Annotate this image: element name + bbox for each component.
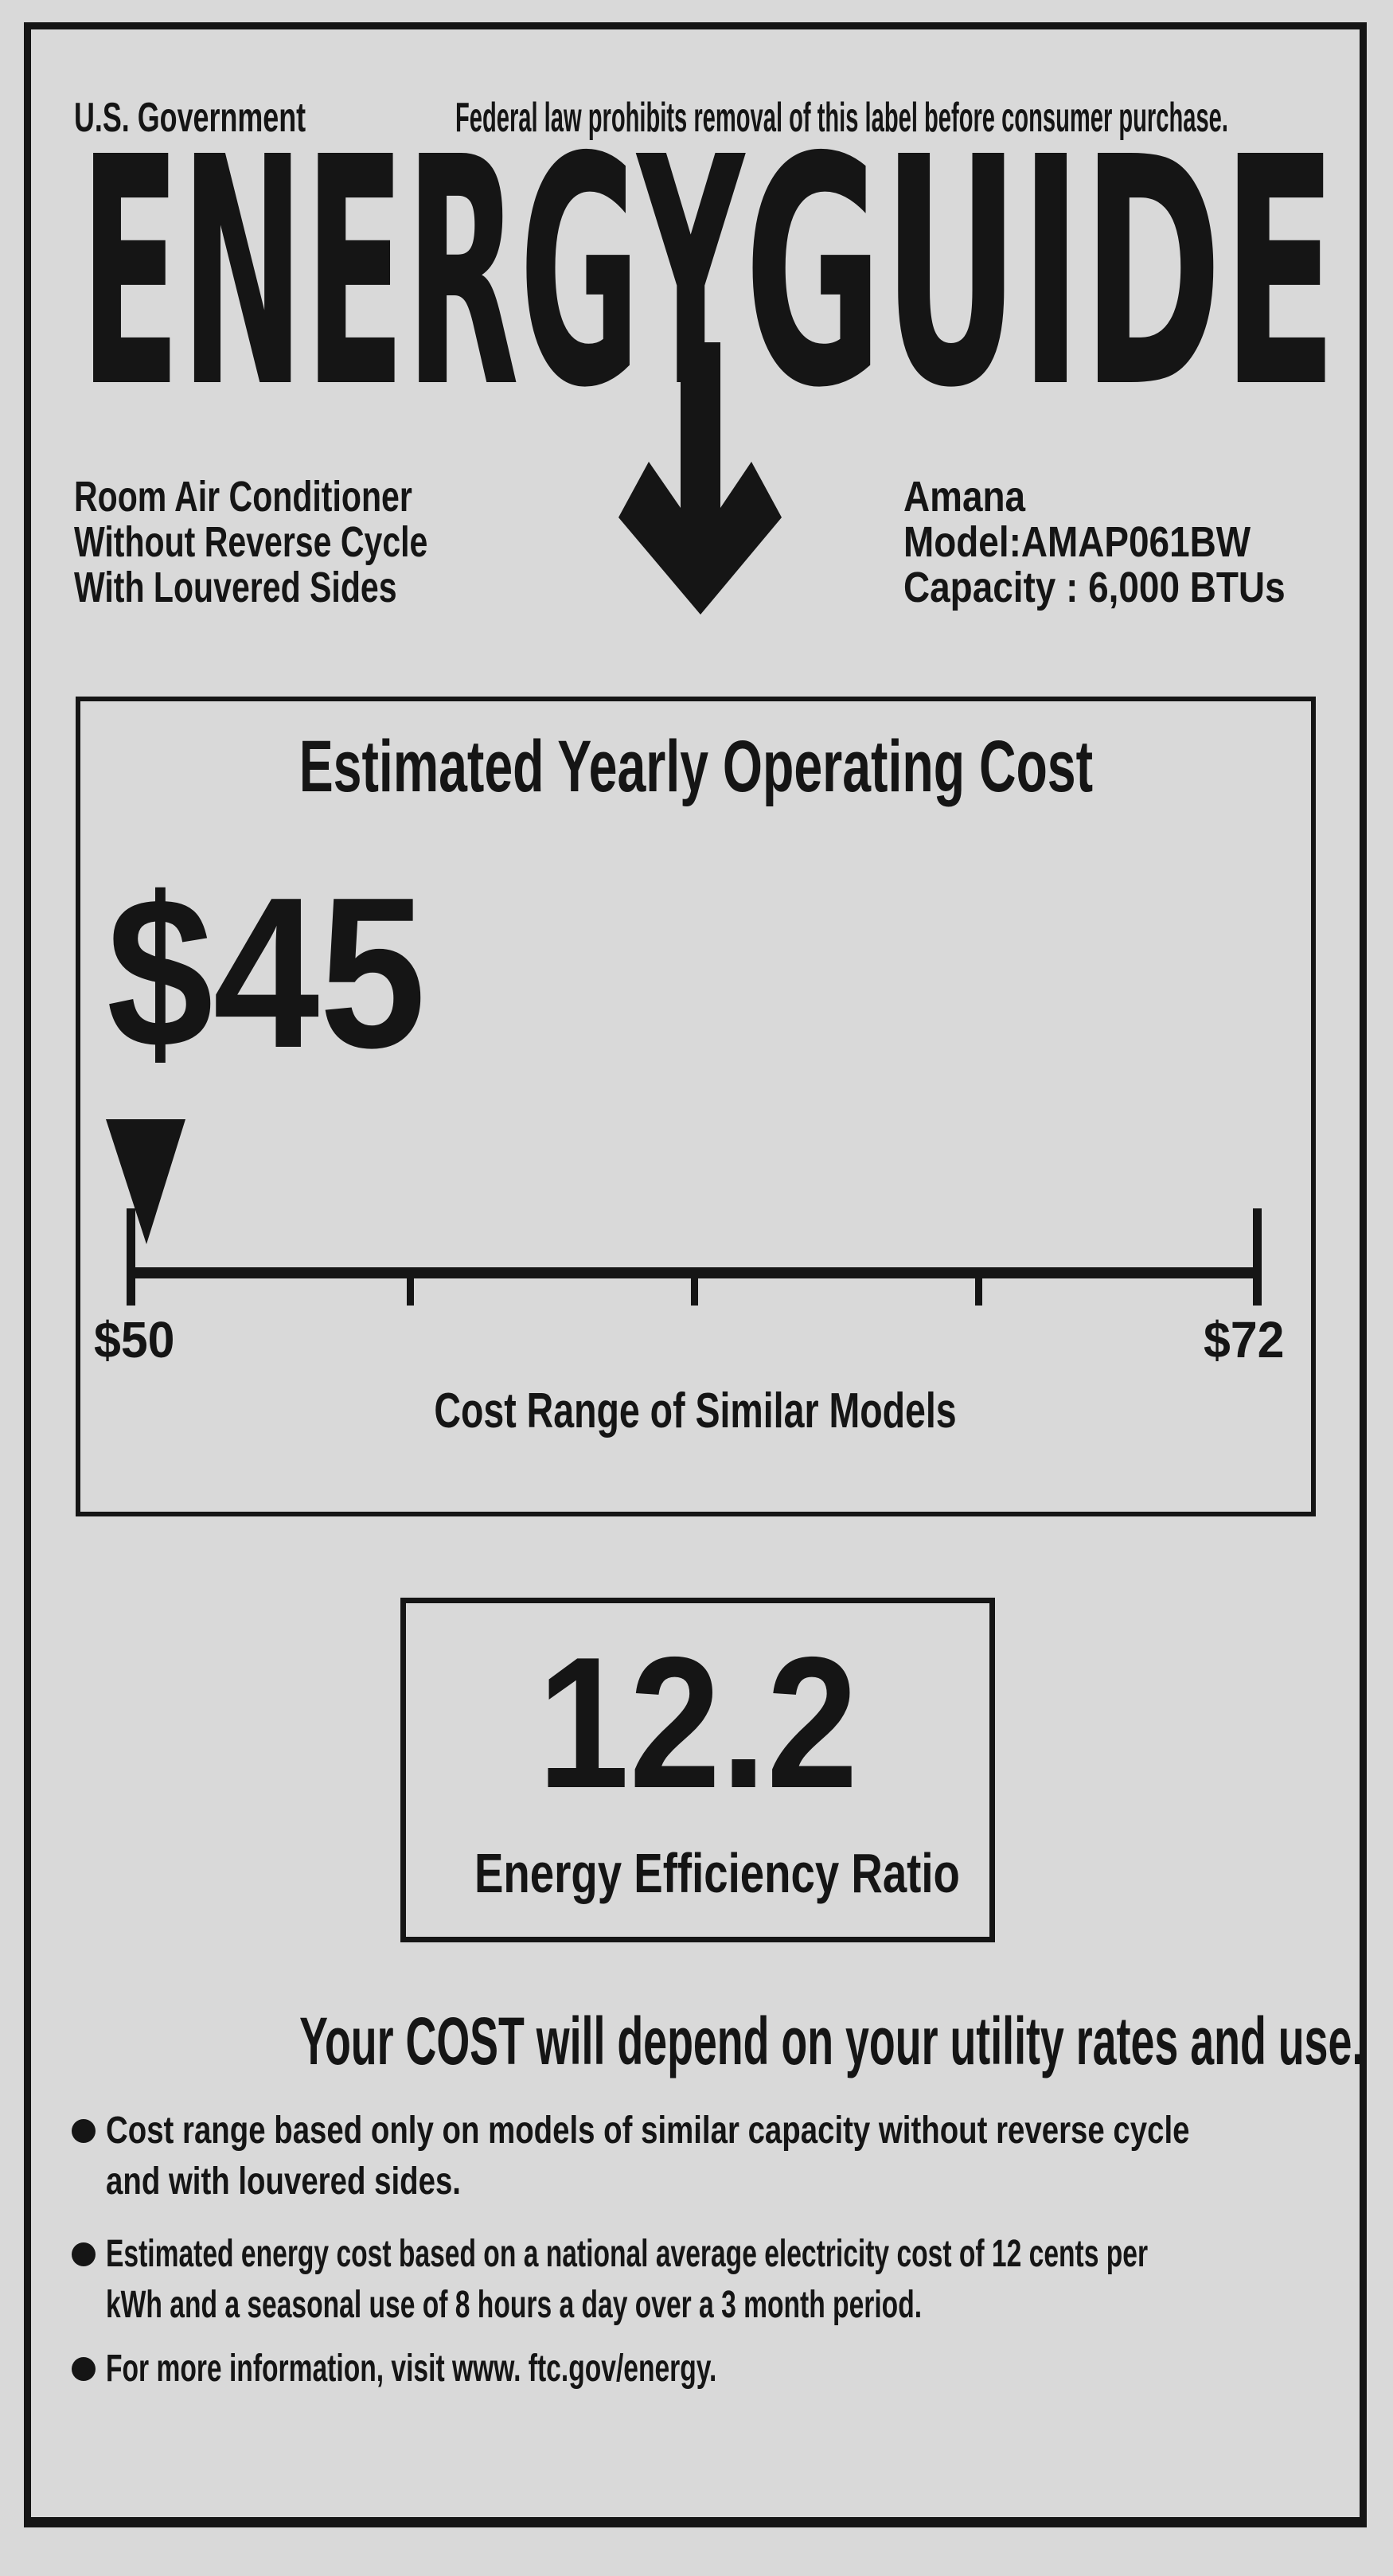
cost-box-title: Estimated Yearly Operating Cost: [298, 726, 1093, 807]
bullet-item-3: For more information, visit www. ftc.gov…: [106, 2348, 717, 2390]
energyguide-logo: ENERGY GUIDE: [80, 91, 1337, 615]
cost-pointer-icon: [106, 1119, 185, 1244]
scale-tick-q1: [407, 1278, 414, 1306]
scale-tick-mid: [691, 1278, 698, 1306]
bullet-item-2: Estimated energy cost based on a nationa…: [106, 2233, 1149, 2326]
eer-box: 12.2 Energy Efficiency Ratio: [400, 1598, 995, 1942]
appliance-type-line2: Without Reverse Cycle: [74, 518, 428, 566]
bullet-item-1: Cost range based only on models of simil…: [106, 2110, 1190, 2203]
logo-guide-text: GUIDE: [744, 91, 1337, 457]
scale-caption: Cost Range of Similar Models: [434, 1384, 958, 1438]
down-arrow-icon: [618, 342, 782, 615]
model-number: Model:AMAP061BW: [903, 518, 1251, 566]
eer-value-row: 12.2: [406, 1627, 989, 1818]
scale-tick-max: [1253, 1208, 1262, 1306]
scale-tick-min: [127, 1208, 135, 1306]
logo-energy-text: ENERGY: [80, 91, 746, 457]
appliance-type-block: Room Air Conditioner Without Reverse Cyc…: [74, 474, 540, 611]
appliance-type-line1: Room Air Conditioner: [74, 473, 412, 521]
scale-caption-row: Cost Range of Similar Models: [80, 1385, 1311, 1438]
us-government-text: U.S. Government: [74, 96, 410, 140]
brand-name: Amana: [903, 473, 1026, 521]
us-government-label: U.S. Government: [74, 95, 306, 141]
eer-value: 12.2: [537, 1618, 858, 1827]
cost-range-scale: [106, 1119, 1262, 1306]
capacity-value: Capacity : 6,000 BTUs: [903, 564, 1286, 611]
bullet-dot: [72, 2119, 96, 2143]
product-info-block: Amana Model:AMAP061BW Capacity : 6,000 B…: [903, 474, 1352, 611]
bullet-dot: [72, 2242, 96, 2266]
scale-min-label: $50: [94, 1311, 175, 1368]
appliance-type-line3: With Louvered Sides: [74, 564, 397, 611]
cost-box-title-row: Estimated Yearly Operating Cost: [80, 728, 1311, 805]
federal-notice-text: Federal law prohibits removal of this la…: [455, 96, 1393, 140]
operating-cost-box: Estimated Yearly Operating Cost $45 $50 …: [76, 697, 1316, 1516]
federal-notice-label: Federal law prohibits removal of this la…: [455, 95, 1228, 141]
label-border: [24, 22, 1367, 2527]
eer-label-row: Energy Efficiency Ratio: [406, 1844, 989, 1903]
footer-heading: Your COST will depend on your utility ra…: [299, 2004, 1364, 2078]
bullet-dot: [72, 2357, 96, 2381]
scale-max-label: $72: [1204, 1311, 1285, 1368]
scale-bar: [127, 1267, 1262, 1278]
eer-label: Energy Efficiency Ratio: [474, 1842, 960, 1904]
scale-tick-q3: [975, 1278, 982, 1306]
estimated-cost-value: $45: [107, 853, 426, 1093]
footer-heading-row: Your COST will depend on your utility ra…: [0, 2004, 1393, 2078]
